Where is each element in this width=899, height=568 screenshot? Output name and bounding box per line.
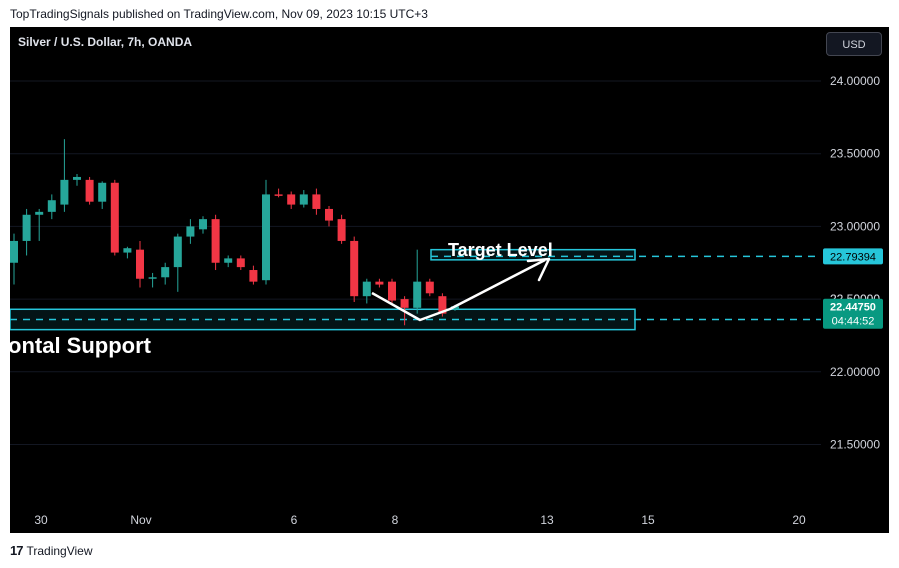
price-plot[interactable]: Target Level ontal Support 24.00000 23.500…	[10, 27, 889, 533]
candle-body	[98, 182, 107, 202]
candle-body	[199, 219, 207, 230]
candle-body	[274, 194, 283, 196]
candle-body	[186, 226, 195, 237]
candle-body	[161, 267, 170, 278]
candle-body	[73, 176, 81, 180]
candle-body	[425, 281, 434, 294]
y-tick-label: 23.50000	[830, 147, 880, 161]
candle-body	[22, 214, 31, 241]
candle-body	[173, 236, 182, 268]
x-tick-label: Nov	[130, 513, 151, 527]
last-price-box	[823, 298, 883, 329]
candle-body	[47, 200, 56, 212]
footer-brand: TradingView	[26, 543, 93, 558]
candle-body	[375, 281, 384, 285]
candle-body	[123, 248, 132, 253]
candle-body	[85, 179, 94, 202]
candle-body	[362, 281, 371, 297]
target-price-label-box	[823, 248, 883, 265]
candle-body	[211, 219, 220, 263]
candle-body	[312, 194, 321, 209]
y-tick-label: 22.00000	[830, 365, 880, 379]
candle-body	[413, 281, 422, 308]
x-tick-label: 15	[641, 513, 655, 527]
y-tick-label: 23.00000	[830, 219, 880, 233]
target-price-label: 22.79394	[830, 251, 876, 263]
x-tick-label: 30	[34, 513, 48, 527]
candle-body	[60, 179, 69, 205]
candle-body	[249, 270, 258, 282]
candle-body	[350, 240, 359, 297]
candle-body	[287, 194, 296, 205]
candle-body	[400, 299, 409, 308]
candle-body	[325, 208, 333, 221]
published-header: TopTradingSignals published on TradingVi…	[10, 7, 428, 21]
support-label: ontal Support	[10, 333, 152, 358]
tradingview-logo: 17	[10, 543, 24, 558]
y-tick-label: 24.00000	[830, 74, 880, 88]
arrow-head-icon	[526, 257, 551, 282]
x-tick-label: 8	[392, 513, 399, 527]
candle-body	[299, 194, 308, 205]
x-tick-label: 20	[792, 513, 806, 527]
x-tick-label: 6	[291, 513, 298, 527]
last-price-label: 22.44750	[830, 302, 876, 314]
target-level-label: Target Level	[448, 240, 553, 260]
candle-body	[262, 194, 270, 281]
candle-body	[136, 249, 144, 279]
candle-body	[438, 296, 447, 314]
candle-body	[224, 258, 233, 263]
candle-body	[35, 211, 44, 215]
candle-body	[337, 219, 346, 241]
footer: 17 TradingView	[10, 543, 93, 558]
chart-pane[interactable]: Target Level ontal Support 24.00000 23.500…	[10, 27, 889, 533]
chart-title: Silver / U.S. Dollar, 7h, OANDA	[18, 35, 193, 49]
currency-button[interactable]: USD	[826, 32, 882, 56]
x-tick-label: 13	[540, 513, 554, 527]
y-tick-label: 21.50000	[830, 438, 880, 452]
candle-body	[148, 277, 157, 279]
candle-body	[10, 240, 18, 263]
candle-body	[110, 182, 119, 253]
candle-body	[236, 258, 245, 268]
projection-path	[371, 258, 546, 322]
countdown-label: 04:44:52	[832, 316, 875, 328]
candle-body	[388, 281, 396, 301]
